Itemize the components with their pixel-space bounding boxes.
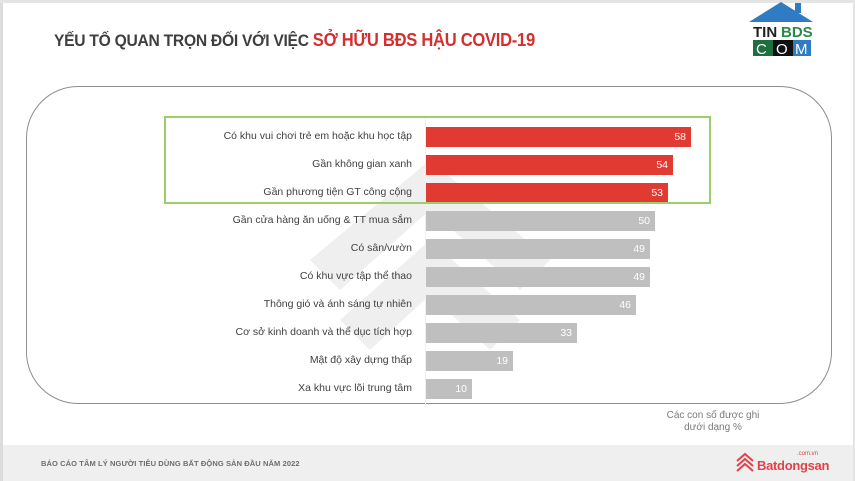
bar: 50: [426, 211, 655, 231]
bar-label: Có sân/vườn: [350, 242, 412, 254]
bar-label: Gần không gian xanh: [312, 158, 412, 170]
bar-row: Mật độ xây dựng thấp 19: [0, 351, 855, 371]
brand-name: Batdongsan: [757, 458, 830, 473]
bar-row: Xa khu vực lõi trung tâm 10: [0, 379, 855, 399]
bar-value: 49: [633, 243, 645, 255]
bar-label: Có khu vực tập thể thao: [299, 270, 412, 282]
bar-label: Xa khu vực lõi trung tâm: [298, 382, 412, 394]
bar: 19: [426, 351, 513, 371]
footer: BÁO CÁO TÂM LÝ NGƯỜI TIÊU DÙNG BẤT ĐỘNG …: [3, 445, 853, 481]
bar-label: Mật độ xây dựng thấp: [309, 354, 412, 366]
bar-value: 49: [633, 271, 645, 283]
batdongsan-logo: .com.vn Batdongsan: [735, 450, 850, 476]
svg-text:TIN: TIN: [753, 24, 777, 41]
bar: 33: [426, 323, 577, 343]
bar-label: Gần cửa hàng ăn uống & TT mua sắm: [232, 214, 412, 226]
bar-row: Thông gió và ánh sáng tự nhiên 46: [0, 295, 855, 315]
bar: 58: [426, 127, 691, 147]
bar-row: Có khu vực tập thể thao 49: [0, 267, 855, 287]
report-title: BÁO CÁO TÂM LÝ NGƯỜI TIÊU DÙNG BẤT ĐỘNG …: [41, 459, 300, 468]
bar-label: Cơ sở kinh doanh và thể dục tích hợp: [235, 326, 412, 338]
svg-text:M: M: [795, 41, 808, 58]
slide-border-right: [853, 0, 855, 481]
svg-text:O: O: [776, 41, 788, 58]
chart-axis: [425, 116, 426, 406]
bar-row: Có khu vui chơi trẻ em hoặc khu học tập 5…: [0, 127, 855, 147]
bar-label: Có khu vui chơi trẻ em hoặc khu học tập: [223, 130, 412, 142]
bar-value: 53: [651, 187, 663, 199]
tinbds-logo-icon: TIN BDS C O M: [749, 2, 813, 58]
highlight-box: [164, 116, 711, 204]
slide-border-top: [0, 0, 855, 3]
unit-note-line2: dưới dạng %: [684, 422, 742, 433]
bar-label: Gần phương tiện GT công cộng: [263, 186, 412, 198]
bar: 10: [426, 379, 472, 399]
bar-row: Gần cửa hàng ăn uống & TT mua sắm 50: [0, 211, 855, 231]
bar-label: Thông gió và ánh sáng tự nhiên: [263, 298, 412, 310]
bar: 46: [426, 295, 636, 315]
svg-text:C: C: [756, 41, 767, 58]
bar-value: 54: [656, 159, 668, 171]
bar-value: 19: [496, 355, 508, 367]
unit-note: Các con số được ghi dưới dạng %: [648, 410, 778, 434]
bar-row: Cơ sở kinh doanh và thể dục tích hợp 33: [0, 323, 855, 343]
batdongsan-house-icon: [736, 452, 754, 472]
title-accent: SỞ HỮU BĐS HẬU COVID-19: [312, 30, 535, 50]
svg-text:BDS: BDS: [781, 24, 813, 41]
slide-border-left: [0, 0, 3, 481]
chart-panel: [26, 86, 832, 404]
title-prefix: YẾU TỐ QUAN TRỌN ĐỐI VỚI VIỆC: [54, 31, 313, 50]
brand-domain: .com.vn: [797, 451, 819, 457]
bar: 54: [426, 155, 673, 175]
bar-value: 33: [560, 327, 572, 339]
bar-value: 10: [455, 383, 467, 395]
bar-value: 50: [638, 215, 650, 227]
bar: 49: [426, 239, 650, 259]
bar: 49: [426, 267, 650, 287]
bar: 53: [426, 183, 668, 203]
bar-value: 58: [674, 131, 686, 143]
page-title: YẾU TỐ QUAN TRỌN ĐỐI VỚI VIỆC SỞ HỮU BĐS…: [54, 30, 535, 51]
unit-note-line1: Các con số được ghi: [666, 410, 760, 421]
bar-row: Gần không gian xanh 54: [0, 155, 855, 175]
bar-row: Gần phương tiện GT công cộng 53: [0, 183, 855, 203]
bar-value: 46: [619, 299, 631, 311]
bar-row: Có sân/vườn 49: [0, 239, 855, 259]
